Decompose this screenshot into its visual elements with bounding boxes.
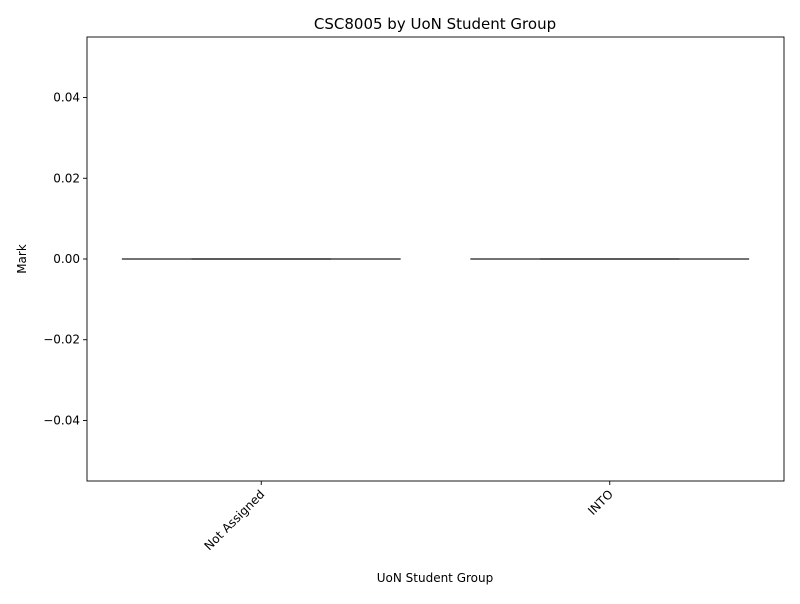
y-tick-label-2: 0.00 xyxy=(53,252,80,266)
y-tick-label-1: −0.02 xyxy=(43,333,80,347)
y-tick-label-3: 0.02 xyxy=(53,171,80,185)
y-axis-label: Mark xyxy=(15,244,29,274)
chart-title: CSC8005 by UoN Student Group xyxy=(314,15,556,33)
y-tick-label-0: −0.04 xyxy=(43,413,80,427)
x-axis-label: UoN Student Group xyxy=(377,571,494,585)
y-tick-label-4: 0.04 xyxy=(53,91,80,105)
